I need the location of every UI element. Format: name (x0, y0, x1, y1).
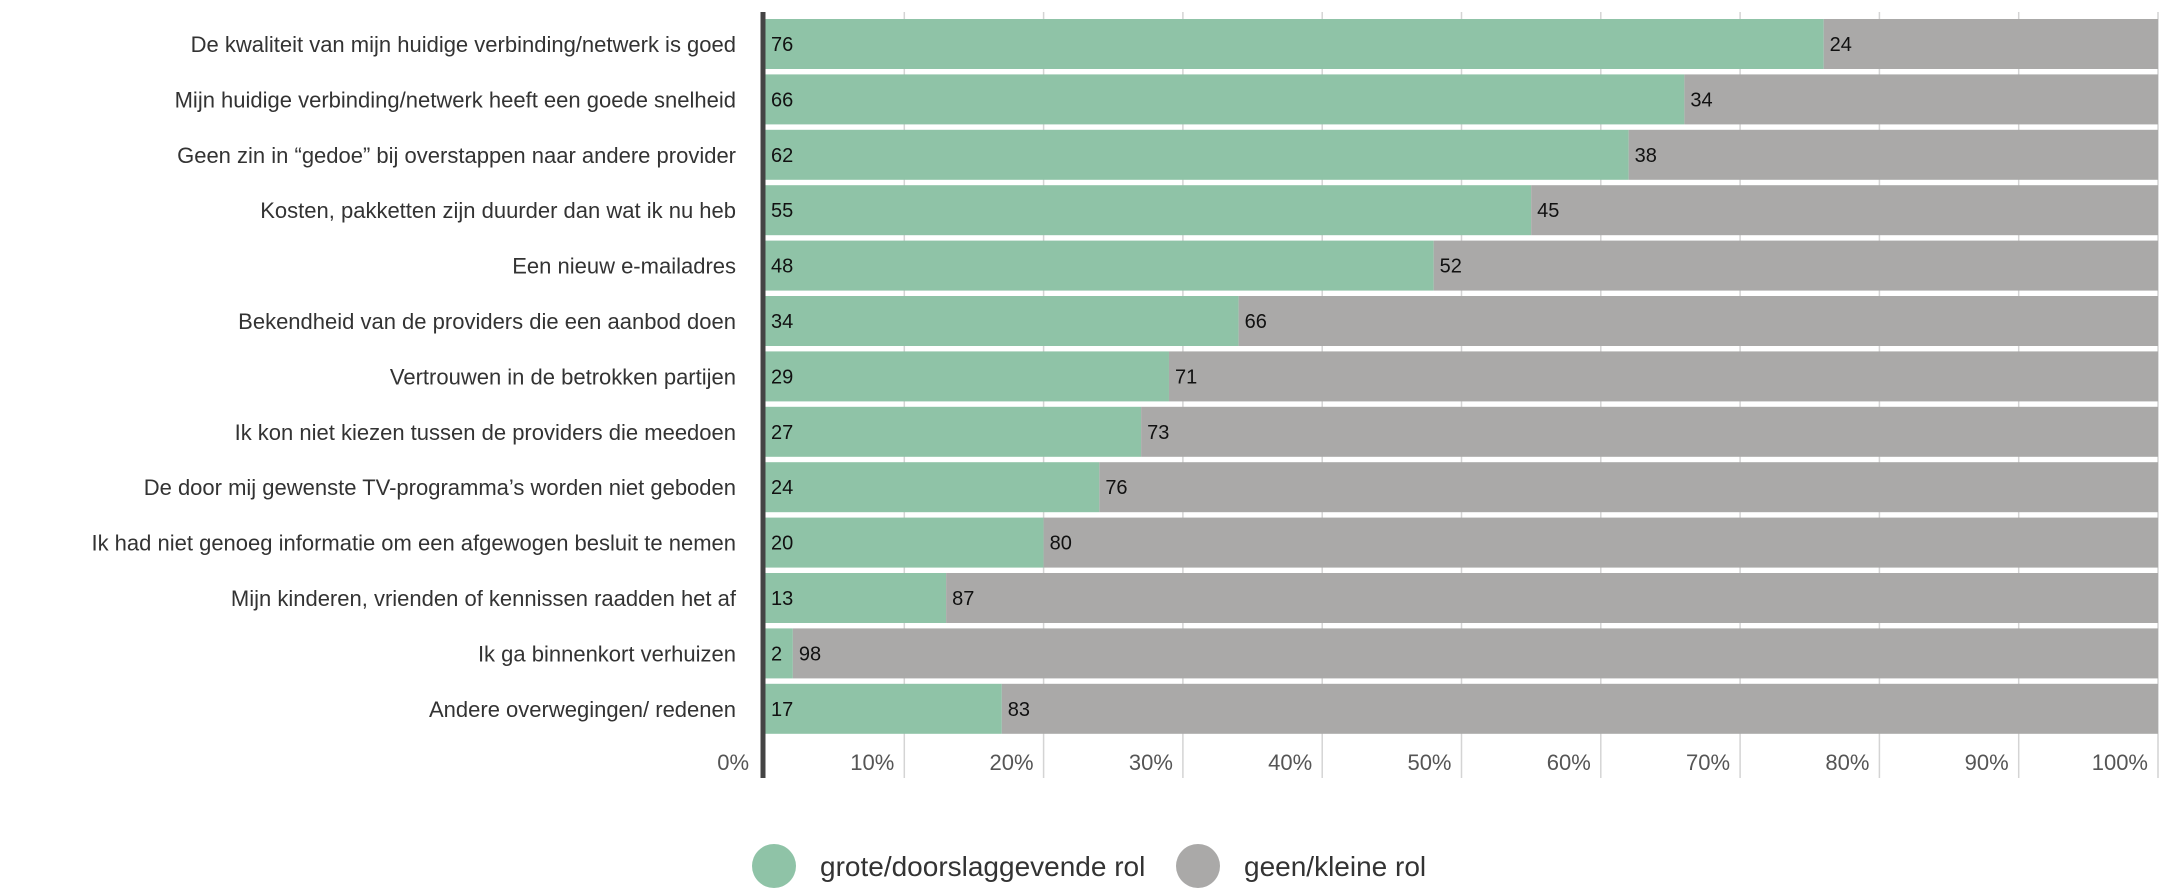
x-tick-label: 70% (1686, 750, 1730, 775)
x-tick-label: 80% (1825, 750, 1869, 775)
data-label: 17 (771, 699, 793, 721)
data-label: 29 (771, 366, 793, 388)
data-label: 71 (1175, 366, 1197, 388)
x-tick-label: 60% (1547, 750, 1591, 775)
category-label: Mijn huidige verbinding/netwerk heeft ee… (175, 87, 736, 112)
bar-geen-rol (1433, 240, 2158, 291)
category-label: Ik ga binnenkort verhuizen (478, 641, 736, 666)
data-label: 76 (1105, 477, 1127, 499)
bar-grote-rol (765, 240, 1434, 291)
x-axis-ticks: 0% 10% 20% 30% 40% 50% 60% 70% 80% 90% 100% (717, 750, 2148, 775)
data-label: 83 (1008, 699, 1030, 721)
category-label: Geen zin in “gedoe” bij overstappen naar… (177, 143, 736, 168)
bar-geen-rol (1043, 517, 2158, 568)
x-tick-label: 100% (2092, 750, 2148, 775)
data-label: 2 (771, 643, 782, 665)
bar-geen-rol (1168, 351, 2158, 402)
bar-geen-rol (1238, 296, 2158, 346)
x-tick-label: 40% (1268, 750, 1312, 775)
bar-geen-rol (1001, 683, 2158, 734)
legend-swatch (752, 844, 796, 888)
bar-grote-rol (765, 462, 1100, 513)
data-label: 13 (771, 588, 793, 610)
bar-grote-rol (765, 683, 1002, 734)
category-label: Andere overwegingen/ redenen (429, 697, 736, 722)
bar-grote-rol (765, 296, 1239, 346)
data-label: 80 (1050, 533, 1072, 555)
bar-geen-rol (1099, 462, 2158, 513)
category-label: Ik kon niet kiezen tussen de providers d… (235, 420, 736, 445)
category-label: De door mij gewenste TV-programma’s word… (144, 475, 736, 500)
x-tick-label: 20% (990, 750, 1034, 775)
legend-swatch (1176, 844, 1220, 888)
category-label: Kosten, pakketten zijn duurder dan wat i… (260, 198, 736, 223)
data-label: 73 (1147, 422, 1169, 444)
data-label: 20 (771, 533, 793, 555)
bar-geen-rol (1628, 129, 2158, 180)
legend-label: geen/kleine rol (1244, 851, 1426, 882)
category-label: Een nieuw e-mailadres (512, 254, 736, 279)
category-label: De kwaliteit van mijn huidige verbinding… (191, 32, 736, 57)
data-label: 45 (1537, 200, 1559, 222)
bar-grote-rol (765, 573, 947, 623)
category-label: Vertrouwen in de betrokken partijen (390, 364, 736, 389)
x-tick-label: 50% (1407, 750, 1451, 775)
bar-grote-rol (765, 351, 1169, 402)
bar-geen-rol (1823, 19, 2158, 69)
category-label: Mijn kinderen, vrienden of kennissen raa… (231, 586, 737, 611)
bar-geen-rol (792, 628, 2158, 679)
x-tick-label: 0% (717, 750, 749, 775)
data-label: 34 (771, 311, 793, 333)
bar-geen-rol (1531, 185, 2158, 236)
data-label: 66 (771, 89, 793, 111)
legend-label: grote/doorslaggevende rol (820, 851, 1145, 882)
bar-grote-rol (765, 517, 1044, 568)
bar-geen-rol (1141, 406, 2158, 457)
data-label: 24 (771, 477, 793, 499)
legend: grote/doorslaggevende rol geen/kleine rol (752, 844, 1426, 888)
bars: 76 24 66 34 62 38 55 45 48 52 34 66 29 71 27 73 24 76 20 80… (765, 19, 2158, 734)
bar-grote-rol (765, 185, 1532, 236)
bar-grote-rol (765, 129, 1629, 180)
data-label: 52 (1440, 256, 1462, 278)
category-labels: De kwaliteit van mijn huidige verbinding… (91, 32, 736, 722)
data-label: 27 (771, 422, 793, 444)
bar-geen-rol (946, 573, 2158, 623)
x-tick-label: 10% (850, 750, 894, 775)
data-label: 38 (1635, 145, 1657, 167)
data-label: 66 (1245, 311, 1267, 333)
bar-geen-rol (1684, 74, 2158, 125)
data-label: 87 (952, 588, 974, 610)
data-label: 48 (771, 256, 793, 278)
bar-grote-rol (765, 406, 1142, 457)
data-label: 24 (1830, 34, 1852, 56)
data-label: 62 (771, 145, 793, 167)
x-tick-label: 30% (1129, 750, 1173, 775)
data-label: 76 (771, 34, 793, 56)
data-label: 98 (799, 643, 821, 665)
bar-grote-rol (765, 19, 1824, 69)
data-label: 55 (771, 200, 793, 222)
bar-grote-rol (765, 628, 793, 679)
bar-grote-rol (765, 74, 1685, 125)
category-label: Ik had niet genoeg informatie om een afg… (91, 531, 736, 556)
x-tick-label: 90% (1965, 750, 2009, 775)
category-label: Bekendheid van de providers die een aanb… (238, 309, 736, 334)
data-label: 34 (1690, 89, 1712, 111)
